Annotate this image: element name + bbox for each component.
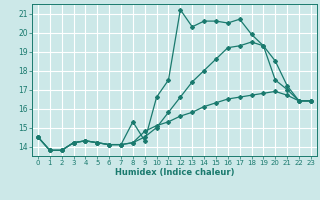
X-axis label: Humidex (Indice chaleur): Humidex (Indice chaleur)	[115, 168, 234, 177]
